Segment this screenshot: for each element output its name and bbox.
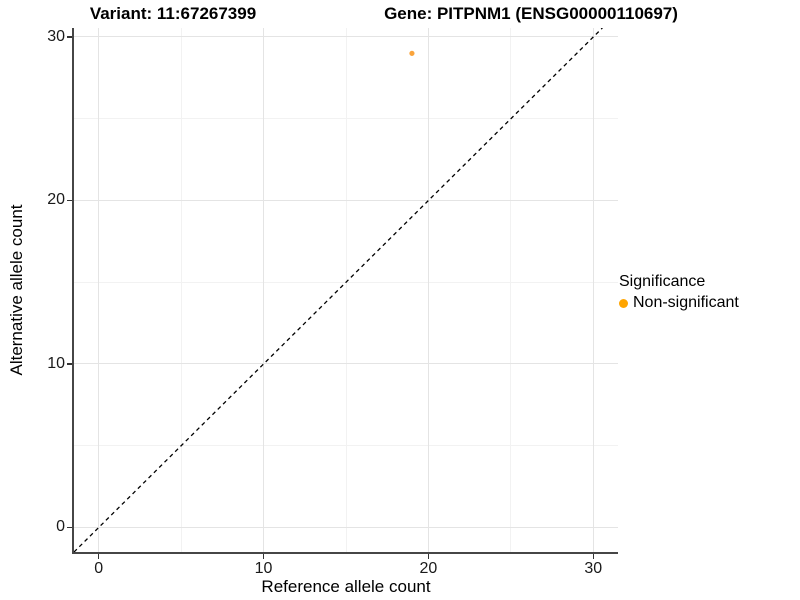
minor-gridline-v xyxy=(510,28,512,552)
x-axis-tick xyxy=(427,554,430,559)
y-tick-label: 20 xyxy=(47,191,65,209)
x-tick-label: 30 xyxy=(584,560,603,577)
major-gridline-h xyxy=(74,199,618,201)
major-gridline-v xyxy=(592,28,594,552)
x-axis-tick xyxy=(592,554,595,559)
x-axis-tick xyxy=(97,554,100,559)
major-gridline-h xyxy=(74,36,618,38)
y-axis-tick xyxy=(67,363,72,365)
y-axis-tick xyxy=(67,199,72,202)
x-axis-title: Reference allele count xyxy=(261,577,431,596)
major-gridline-v xyxy=(427,28,429,552)
panel-canvas xyxy=(74,28,603,552)
minor-gridline-v xyxy=(345,28,347,552)
y-tick-label: 0 xyxy=(56,518,65,536)
plot-title-gene: Gene: PITPNM1 (ENSG00000110697) xyxy=(384,4,678,23)
major-gridline-h xyxy=(74,526,618,528)
minor-gridline-h xyxy=(74,445,618,447)
legend-entry: Non-significant xyxy=(619,294,739,312)
major-gridline-v xyxy=(263,28,265,552)
legend-point-icon xyxy=(619,298,628,308)
y-tick-label: 10 xyxy=(47,354,65,372)
legend-title: Significance xyxy=(619,273,706,290)
data-point xyxy=(409,50,415,56)
legend-entry-label: Non-significant xyxy=(633,294,739,311)
identity-reference-line xyxy=(74,28,603,552)
legend: Significance Non-significant xyxy=(619,273,739,312)
major-gridline-h xyxy=(74,363,618,365)
y-axis-tick xyxy=(67,526,72,529)
y-axis-title: Alternative allele count xyxy=(7,204,26,376)
x-axis-tick xyxy=(262,554,265,559)
y-tick-label: 30 xyxy=(47,27,65,45)
y-axis-tick xyxy=(67,36,72,38)
minor-gridline-h xyxy=(74,118,618,120)
plot-panel xyxy=(72,28,618,554)
x-tick-label: 20 xyxy=(419,560,438,577)
x-tick-label: 10 xyxy=(254,560,273,577)
major-gridline-v xyxy=(98,28,100,552)
x-tick-label: 0 xyxy=(94,560,104,577)
minor-gridline-v xyxy=(180,28,182,552)
plot-title-variant: Variant: 11:67267399 xyxy=(89,4,257,23)
